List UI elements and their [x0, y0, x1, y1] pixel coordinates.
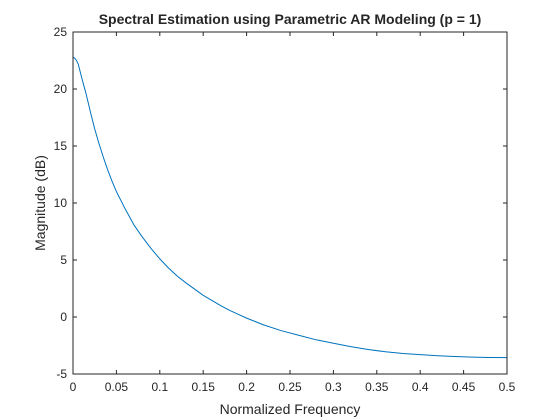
x-tick-label: 0.05	[105, 380, 129, 394]
plot-area	[73, 32, 507, 374]
x-tick-label: 0.35	[365, 380, 389, 394]
x-tick-label: 0.25	[278, 380, 302, 394]
x-tick-label: 0.1	[151, 380, 168, 394]
x-tick-label: 0.4	[412, 380, 429, 394]
y-tick-label: -5	[56, 367, 67, 381]
x-tick-label: 0.45	[452, 380, 476, 394]
axes-box	[72, 31, 508, 375]
ticks: 0 0.05 0.1 0.15 0.2 0.25 0.3 0.35 0.4 0.45 0.5-505…	[54, 25, 516, 394]
series-line	[72, 56, 508, 359]
x-tick-label: 0.5	[499, 380, 516, 394]
y-tick-label: 10	[54, 196, 68, 210]
series-layer	[72, 56, 508, 359]
y-axis-label: Magnitude (dB)	[32, 155, 48, 251]
x-tick-label: 0.3	[325, 380, 342, 394]
y-tick-label: 25	[54, 25, 68, 39]
x-tick-label: 0.2	[238, 380, 255, 394]
x-tick-label: 0	[70, 380, 77, 394]
y-tick-label: 20	[54, 82, 68, 96]
x-axis-label: Normalized Frequency	[220, 401, 361, 417]
y-tick-label: 15	[54, 139, 68, 153]
y-tick-label: 5	[60, 253, 67, 267]
x-tick-label: 0.15	[192, 380, 216, 394]
chart-title: Spectral Estimation using Parametric AR …	[99, 11, 482, 27]
y-tick-label: 0	[60, 310, 67, 324]
